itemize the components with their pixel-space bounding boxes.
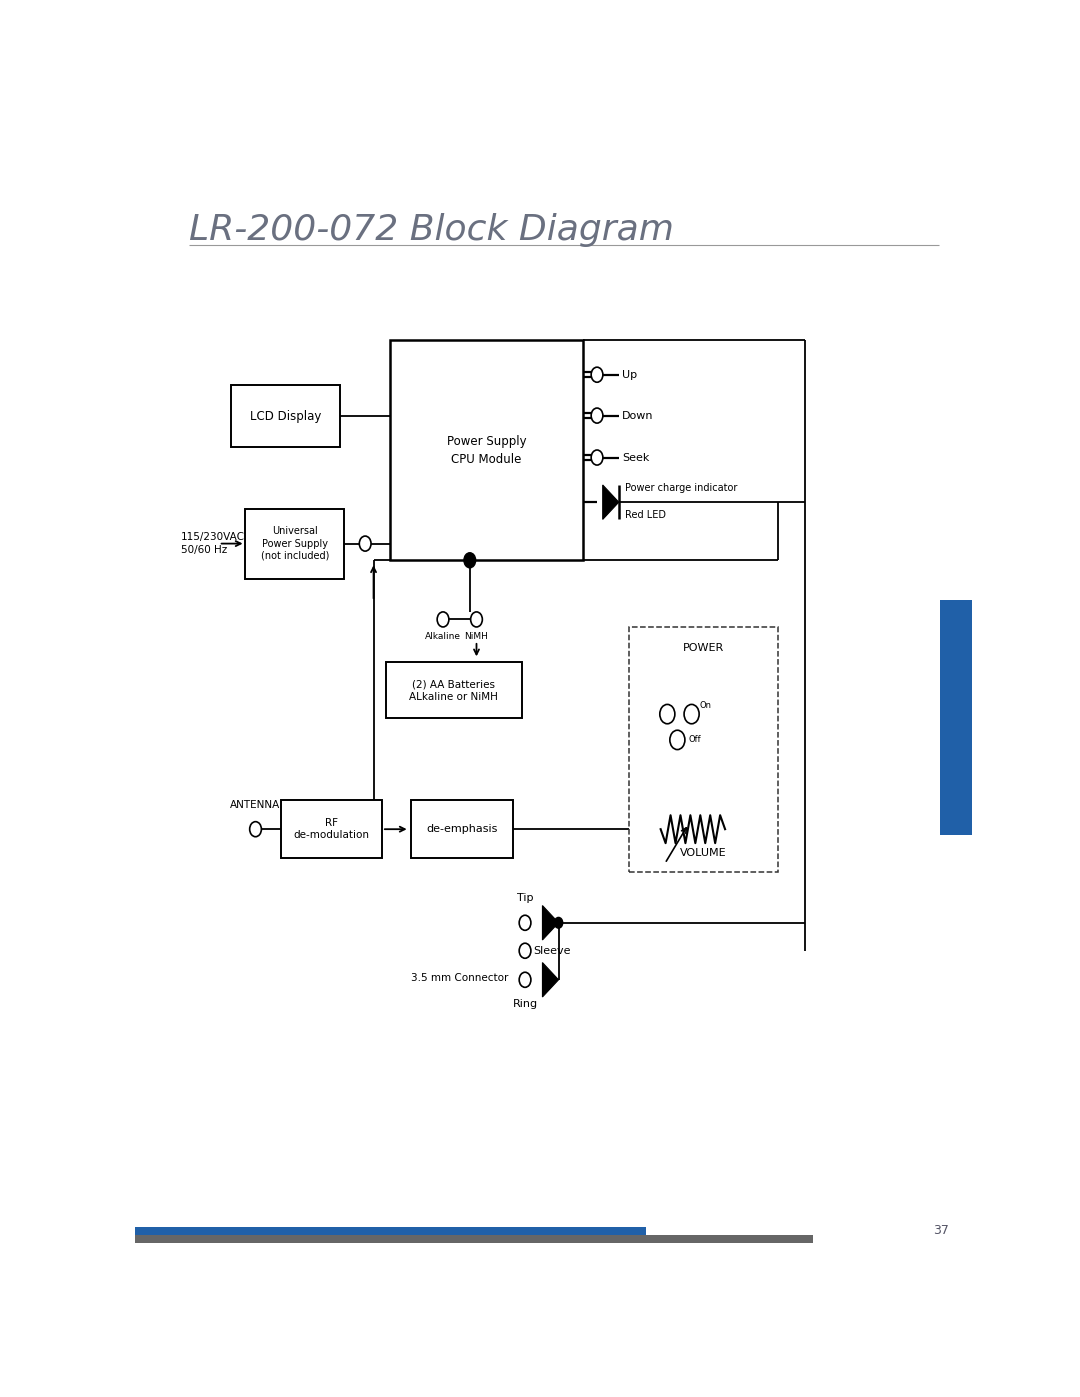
Text: Up: Up <box>622 370 637 380</box>
Circle shape <box>660 704 675 724</box>
Circle shape <box>591 408 603 423</box>
Text: Universal
Power Supply
(not included): Universal Power Supply (not included) <box>260 527 329 562</box>
Bar <box>411 800 513 858</box>
Text: RF
de-modulation: RF de-modulation <box>294 819 369 841</box>
Circle shape <box>519 943 531 958</box>
Circle shape <box>670 731 685 750</box>
Text: 115/230VAC
50/60 Hz: 115/230VAC 50/60 Hz <box>181 532 245 555</box>
Circle shape <box>471 612 483 627</box>
Text: Down: Down <box>622 411 653 420</box>
Text: Seek: Seek <box>622 453 649 462</box>
Text: Tip: Tip <box>517 894 534 904</box>
Text: LR-200-072 Block Diagram: LR-200-072 Block Diagram <box>189 212 674 247</box>
Bar <box>245 509 345 578</box>
Text: de-emphasis: de-emphasis <box>427 824 498 834</box>
Text: On: On <box>700 701 712 710</box>
Circle shape <box>684 704 699 724</box>
Text: Ring: Ring <box>513 999 538 1009</box>
Text: ANTENNA: ANTENNA <box>230 800 281 810</box>
Text: 37: 37 <box>933 1224 949 1236</box>
Text: Power charge indicator: Power charge indicator <box>625 483 738 493</box>
Bar <box>231 386 340 447</box>
Text: POWER: POWER <box>683 644 724 654</box>
Text: Power Supply
CPU Module: Power Supply CPU Module <box>447 434 526 465</box>
Text: Red LED: Red LED <box>625 510 666 520</box>
Bar <box>135 1235 813 1243</box>
Bar <box>387 662 522 718</box>
Text: Alkaline: Alkaline <box>426 633 461 641</box>
Text: LCD Display: LCD Display <box>249 409 322 423</box>
Circle shape <box>360 536 372 552</box>
Circle shape <box>591 450 603 465</box>
Circle shape <box>464 553 475 567</box>
Text: NiMH: NiMH <box>464 633 488 641</box>
Text: (2) AA Batteries
ALkaline or NiMH: (2) AA Batteries ALkaline or NiMH <box>409 679 498 701</box>
Text: Off: Off <box>688 735 701 745</box>
Bar <box>390 339 583 560</box>
Bar <box>135 1227 646 1243</box>
Bar <box>941 601 972 834</box>
Circle shape <box>437 612 449 627</box>
Text: 3.5 mm Connector: 3.5 mm Connector <box>410 972 509 982</box>
Circle shape <box>591 367 603 383</box>
Text: VOLUME: VOLUME <box>680 848 727 858</box>
Circle shape <box>249 821 261 837</box>
Polygon shape <box>603 485 619 520</box>
Polygon shape <box>542 963 558 997</box>
Text: Sleeve: Sleeve <box>534 946 571 956</box>
Circle shape <box>519 972 531 988</box>
Polygon shape <box>542 905 558 940</box>
Bar <box>629 627 778 872</box>
Bar <box>282 800 382 858</box>
Circle shape <box>519 915 531 930</box>
Circle shape <box>554 918 563 928</box>
